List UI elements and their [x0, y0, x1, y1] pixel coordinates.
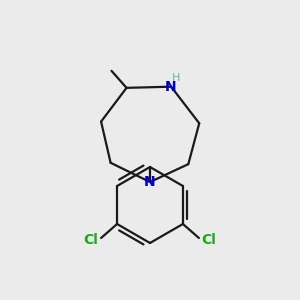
Text: Cl: Cl — [84, 233, 98, 247]
Text: N: N — [164, 80, 176, 94]
Text: Cl: Cl — [202, 233, 216, 247]
Text: H: H — [172, 73, 180, 83]
Text: N: N — [144, 175, 156, 189]
